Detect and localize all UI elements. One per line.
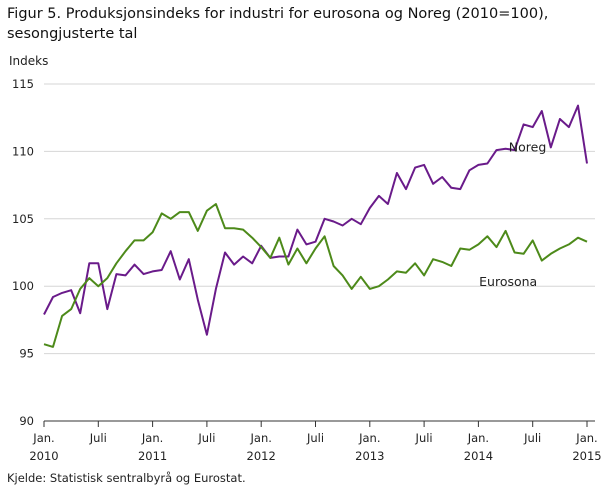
- x-tick-label: Juli: [415, 431, 433, 445]
- x-tick-year: 2012: [247, 449, 276, 463]
- x-tick-label: Jan.: [250, 431, 272, 445]
- x-tick-label: Jan.: [358, 431, 380, 445]
- x-tick-label: Jan.: [575, 431, 597, 445]
- gridlines: [44, 83, 595, 422]
- x-tick-year: 2010: [29, 449, 58, 463]
- x-tick-year: 2011: [138, 449, 167, 463]
- chart-title: Figur 5. Produksjonsindeks for industri …: [7, 6, 549, 42]
- x-tick-label: Juli: [523, 431, 541, 445]
- series-label-eurosona: Eurosona: [479, 274, 537, 289]
- y-tick-label: 90: [19, 414, 34, 428]
- x-tick-year: 2013: [355, 449, 384, 463]
- x-tick-label: Juli: [89, 431, 107, 445]
- y-tick-label: 100: [12, 279, 34, 293]
- series-line-eurosona: [43, 203, 588, 348]
- series-lines: [43, 104, 588, 348]
- x-tick-label: Juli: [306, 431, 324, 445]
- x-tick-label: Jan.: [467, 431, 489, 445]
- y-axis-label: Indeks: [9, 54, 48, 68]
- x-tick-label: Jan.: [32, 431, 54, 445]
- x-tick-label: Jan.: [141, 431, 163, 445]
- x-axis: Jan. 2010 Juli Jan. 2011 Juli Jan. 2012 Juli Jan.…: [29, 421, 602, 463]
- series-line-noreg: [43, 104, 588, 336]
- y-tick-label: 110: [12, 144, 34, 158]
- series-labels: Noreg Eurosona: [479, 139, 546, 289]
- y-axis-ticks: 90 95 100 105 110 115: [12, 77, 34, 428]
- source-note: Kjelde: Statistisk sentralbyrå og Eurost…: [7, 471, 246, 485]
- series-label-noreg: Noreg: [509, 139, 547, 154]
- x-tick-year: 2014: [464, 449, 493, 463]
- y-tick-label: 95: [19, 347, 34, 361]
- x-tick-label: Juli: [197, 431, 215, 445]
- x-tick-year: 2015: [572, 449, 601, 463]
- y-tick-label: 115: [12, 77, 34, 91]
- y-tick-label: 105: [12, 212, 34, 226]
